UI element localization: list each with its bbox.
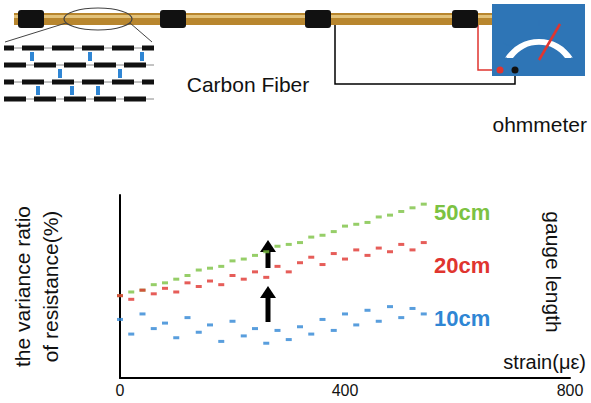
- svg-text:400: 400: [332, 382, 359, 399]
- svg-text:gauge length: gauge length: [542, 211, 565, 332]
- svg-text:0: 0: [116, 382, 125, 399]
- svg-text:the variance ratio: the variance ratio: [11, 206, 34, 367]
- svg-text:10cm: 10cm: [434, 306, 490, 331]
- svg-text:20cm: 20cm: [434, 253, 490, 278]
- svg-text:strain(με): strain(με): [503, 351, 586, 373]
- svg-text:800: 800: [557, 382, 584, 399]
- svg-text:50cm: 50cm: [434, 200, 490, 225]
- svg-text:Carbon Fiber: Carbon Fiber: [187, 73, 310, 96]
- svg-text:of resistance(%): of resistance(%): [39, 211, 62, 363]
- svg-text:ohmmeter: ohmmeter: [492, 113, 587, 136]
